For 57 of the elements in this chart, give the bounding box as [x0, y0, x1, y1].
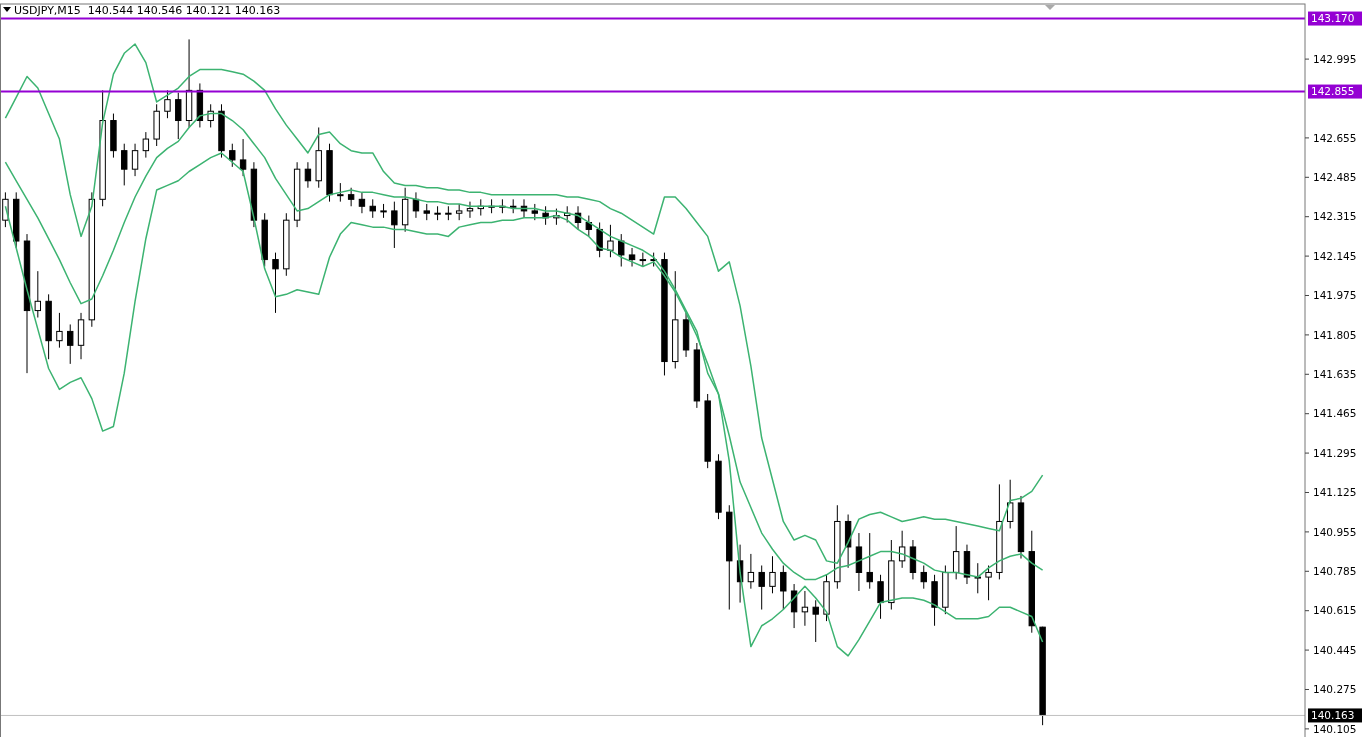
candlestick: [229, 143, 236, 168]
ref-line-label: 140.163: [1311, 709, 1355, 722]
ref-line-label: 143.170: [1311, 12, 1355, 25]
candlestick: [175, 92, 182, 140]
candlestick: [358, 191, 366, 214]
candlestick: [347, 187, 355, 207]
candlestick: [466, 201, 474, 219]
candlestick: [239, 138, 247, 177]
candlestick: [780, 565, 787, 611]
candlestick: [866, 532, 873, 590]
candlestick: [207, 103, 214, 128]
candlestick: [164, 89, 171, 119]
y-tick-label: 142.485: [1313, 170, 1357, 183]
candlestick: [142, 131, 150, 159]
candlestick: [67, 323, 74, 365]
candlestick: [920, 565, 927, 590]
candlestick: [769, 555, 776, 594]
candlestick: [337, 182, 344, 203]
y-tick-label: 141.975: [1313, 289, 1357, 302]
y-tick-label: 140.785: [1313, 564, 1357, 577]
line-series: [4, 43, 1044, 564]
candlestick: [898, 530, 906, 569]
candlestick: [952, 525, 960, 580]
y-tick-label: 140.615: [1313, 604, 1357, 617]
y-tick-label: 141.465: [1313, 407, 1357, 420]
y-tick-label: 140.105: [1313, 722, 1357, 735]
y-tick-label: 141.635: [1313, 367, 1357, 380]
y-tick-label: 141.805: [1313, 328, 1357, 341]
y-tick-label: 140.955: [1313, 525, 1357, 538]
candlestick: [1006, 479, 1014, 529]
candlestick: [758, 565, 765, 611]
candlestick: [272, 252, 279, 314]
y-tick-label: 140.275: [1313, 683, 1357, 696]
candlestick: [747, 553, 755, 590]
candlestick: [974, 562, 981, 594]
candlestick: [985, 565, 992, 601]
y-tick-label: 140.445: [1313, 643, 1357, 656]
y-tick-label: 142.145: [1313, 249, 1357, 262]
candlestick: [812, 599, 819, 643]
y-tick-label: 141.295: [1313, 446, 1357, 459]
chart-title: USDJPY,M15 140.544 140.546 140.121 140.163: [14, 4, 281, 17]
y-tick-label: 141.125: [1313, 486, 1357, 499]
candlestick: [877, 574, 884, 620]
candlestick: [618, 233, 625, 268]
candlestick: [628, 247, 636, 268]
ref-line-label: 142.855: [1311, 85, 1355, 98]
candlestick: [121, 143, 128, 186]
y-tick-label: 142.655: [1313, 131, 1357, 144]
candlestick: [131, 143, 139, 177]
y-tick-label: 142.995: [1313, 52, 1357, 65]
candlestick: [391, 201, 398, 249]
candlestick: [34, 270, 42, 319]
y-tick-label: 142.315: [1313, 210, 1357, 223]
candlestick: [607, 224, 614, 258]
candlestick: [304, 161, 312, 189]
candlestick: [56, 312, 63, 349]
candlestick: [369, 198, 376, 219]
